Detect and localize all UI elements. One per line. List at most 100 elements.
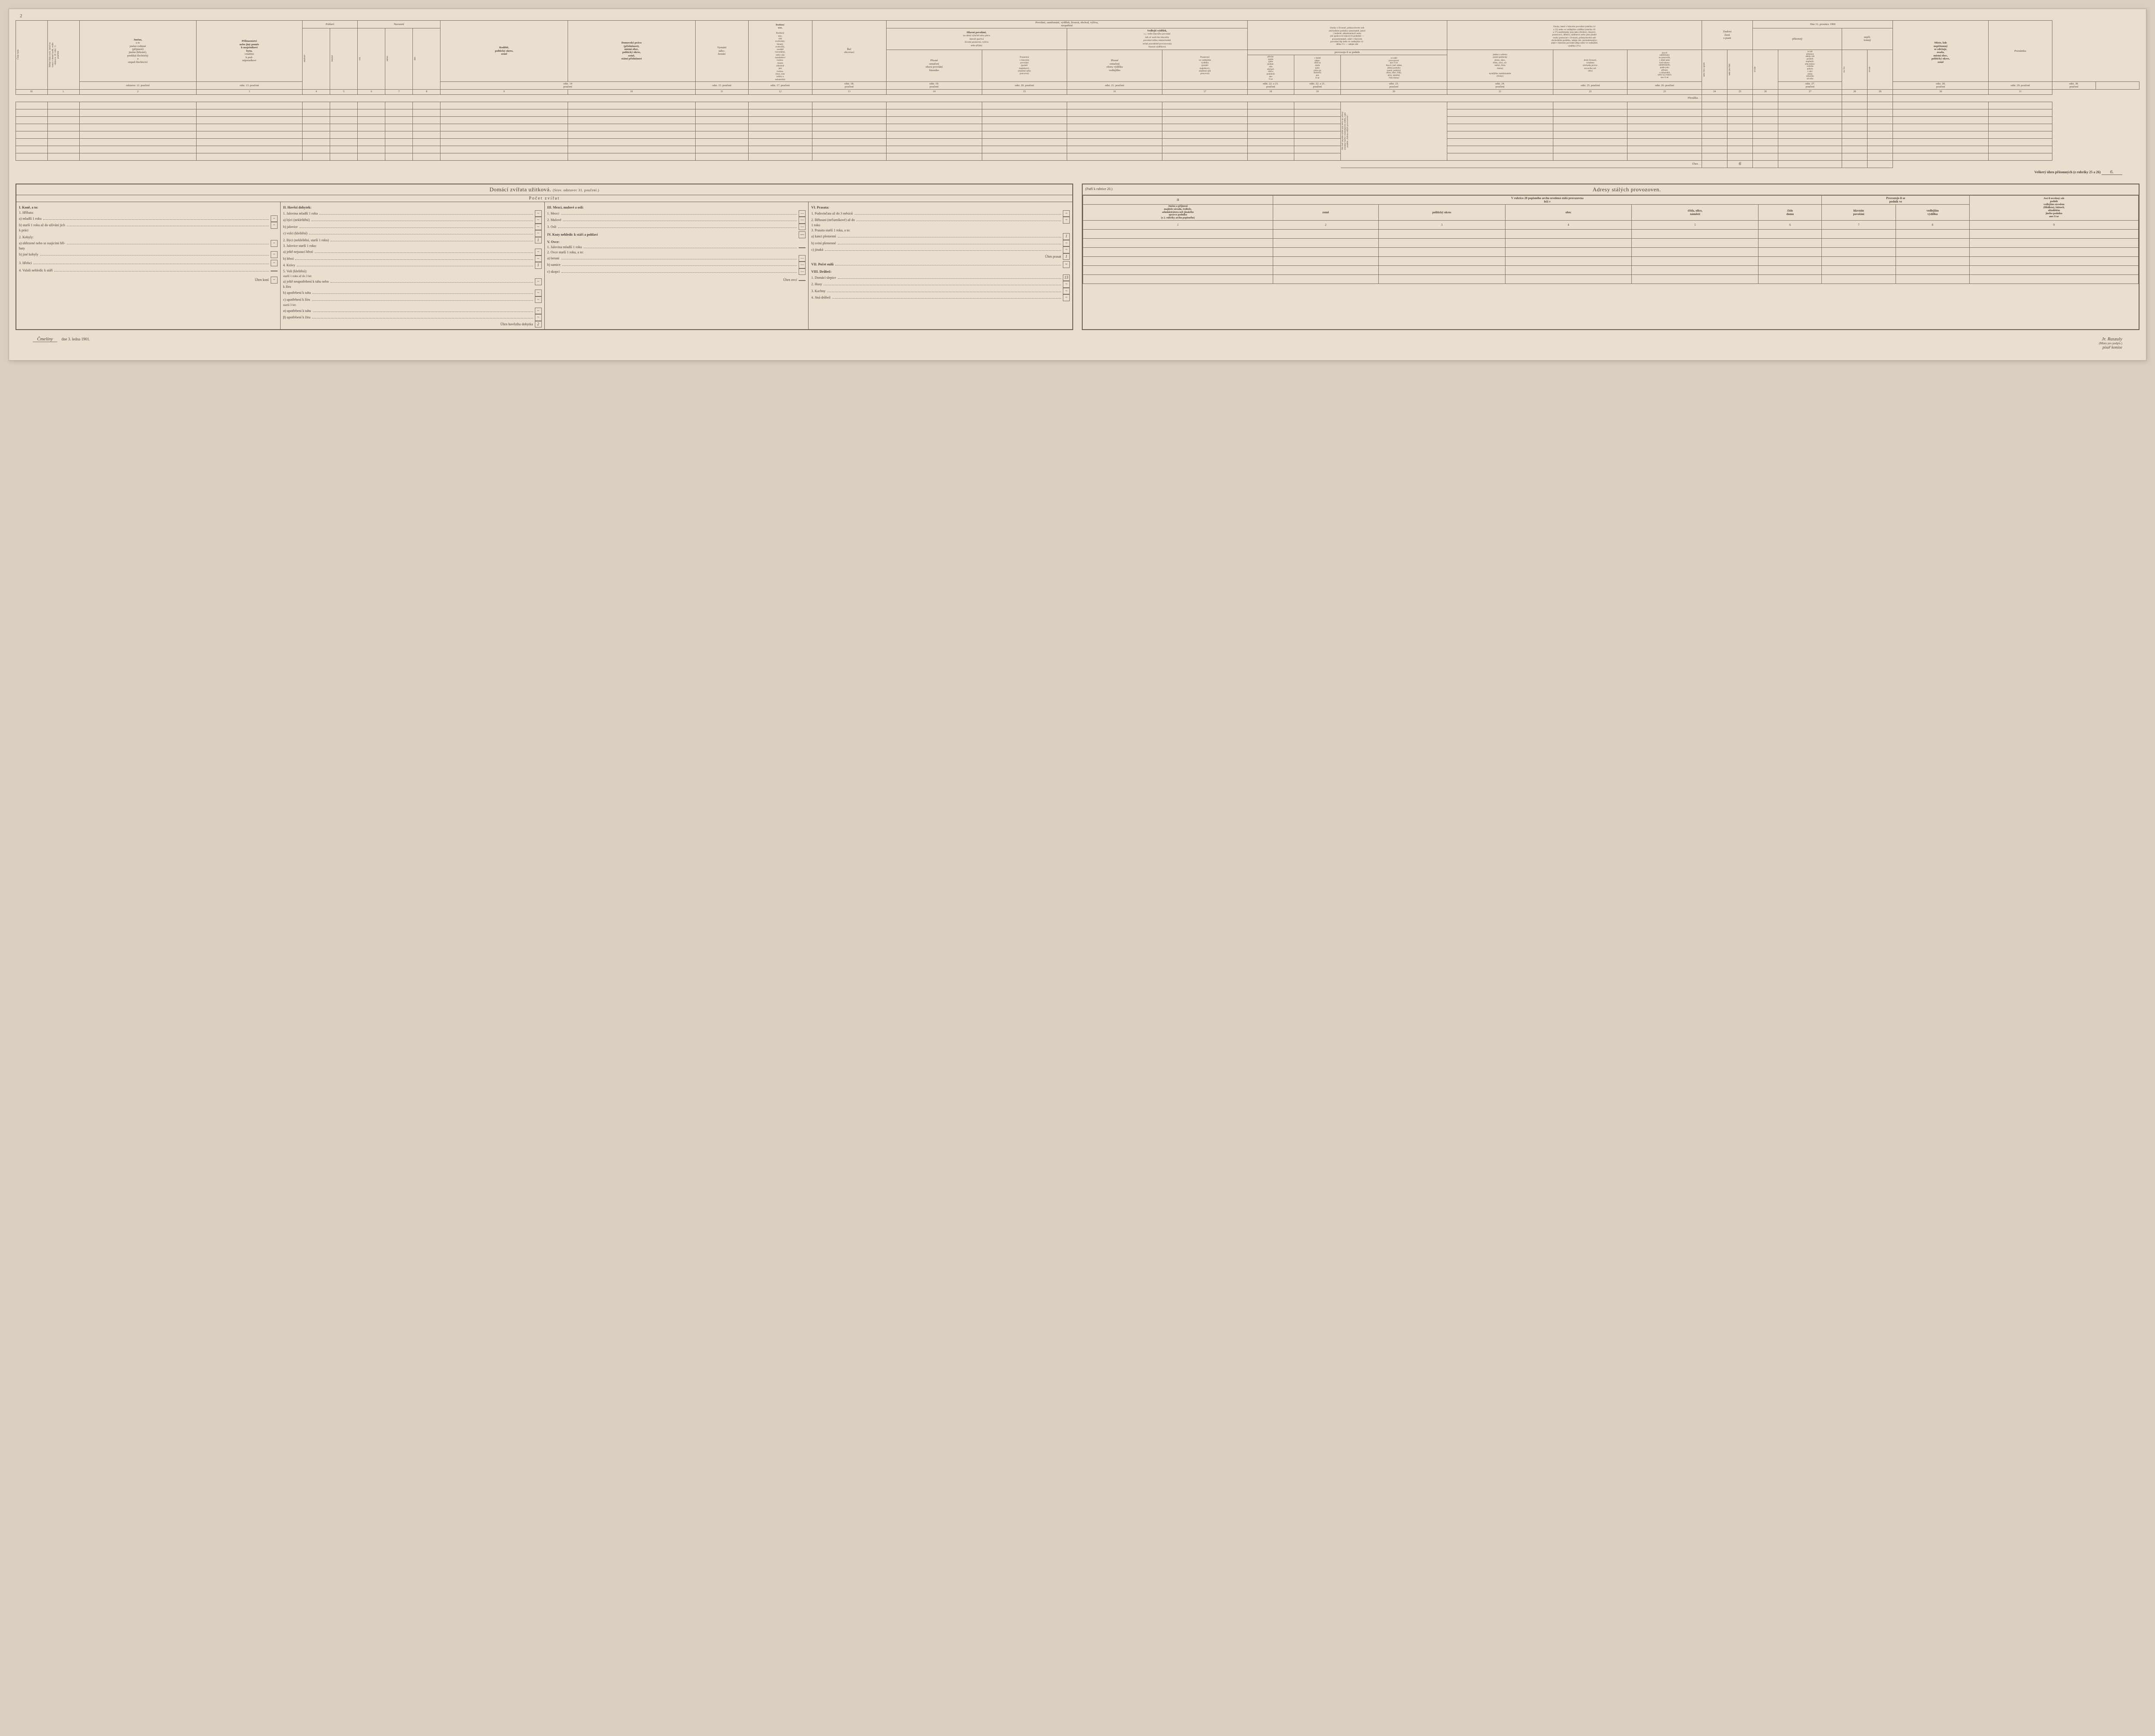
col-ref [1162, 81, 1247, 89]
col-header: Místo, kde nepřítomný se zdržuje, osada,… [1893, 21, 1989, 82]
livestock-col-cattle: II. Hovězí dobytek: 1. Jalovina mladší 1… [281, 202, 545, 330]
col-ref: odst. 13. poučení [196, 81, 302, 89]
table-row [16, 153, 2139, 160]
col-header: Poznámka [1988, 21, 2052, 82]
sum-row: Úhrn . . 6 [16, 160, 2139, 168]
livestock-subtitle: Počet zvířat [16, 195, 1072, 202]
col-ref: odst. 28. poučení [1893, 81, 1989, 89]
col-header: přechá- zením (jako podom- ním obchod- n… [1247, 55, 1294, 81]
addresses-panel: (Patří k rubrice 20.) Adresy stálých pro… [1082, 184, 2139, 330]
column-numbers-row: 12 34 56 78 9 [1083, 221, 2139, 230]
census-main-table: Číslo bytu Běžné číslo osob, které ku ko… [16, 20, 2139, 168]
col-header: Vedlejší výdělek, t. j. vedle hlavního p… [1067, 28, 1247, 50]
col-header: Povolání, zaměstnání, výdělek, živnost, … [886, 21, 1247, 28]
livestock-col-pigs-poultry: VI. Prasata: 1. Podsvinčata až do 3 měsí… [809, 202, 1072, 330]
table-row [1083, 230, 2139, 239]
col-header: trvale [1754, 56, 1756, 82]
col-header: Přesné označení oboru povolání hlavního [886, 50, 982, 81]
col-header: Vyznání nábo- ženské [695, 21, 748, 82]
col-header: Pohlaví [303, 21, 358, 28]
col-header: V rubrice 20 popisného archu uvedená stá… [1273, 195, 1821, 204]
col-header: Přesné označení oboru výdělku vedlejšího [1067, 50, 1162, 81]
col-header: den [414, 46, 416, 72]
table-row [1083, 266, 2139, 275]
col-header: v domě zákaz- níků na mzdu (jako práce p… [1294, 55, 1340, 81]
col-header: Postavení v hlavním povolání (poměr maje… [982, 50, 1067, 81]
column-numbers-row: Sl.1. 23 45 678 910 111213 1415 1617 181… [16, 89, 2139, 94]
col-ref: odst. 15. poučení [695, 81, 748, 89]
col-header: jsou-li zaměstnány na pracovišti, v díln… [1627, 50, 1702, 81]
col-ref: odst. 27. poučení [1778, 81, 1842, 89]
livestock-col-horses: I. Koně, a to: 1. Hříbata: a) mladší 1 r… [16, 202, 281, 330]
col-header: trvalé přítomní udejte zde počátek nepře… [1778, 50, 1842, 81]
footer: Čmelíny dne 3. ledna 1901. Jr. Raszuly (… [16, 337, 2139, 349]
livestock-title: Domácí zvířata užitková. (Srov. odstavec… [16, 184, 1072, 195]
col-ref: odst. 22. a 21. poučení [1247, 81, 1294, 89]
col-header: Hlavní povolání, na němž výlučně nebo př… [886, 28, 1067, 50]
addresses-table: či V rubrice 20 popisného archu uvedená … [1083, 195, 2139, 284]
col-header: Rodiště, politický okres, země [440, 21, 568, 82]
col-header: měsíc [386, 46, 389, 72]
col-ref: odst. 21. poučení [1067, 81, 1162, 89]
col-header: mužské [303, 46, 306, 72]
col-header: Domovské právo (příslušnost), místní obe… [568, 21, 695, 82]
col-ref: odst. 17. poučení [748, 81, 812, 89]
page-number: 2 [16, 13, 2139, 19]
col-ref: odst. 23. poučení [1341, 81, 1447, 89]
col-header: Osoby v živnosti, průmyslovém neb obchod… [1247, 21, 1447, 50]
table-row [16, 109, 2139, 116]
col-header: umí číst a psáti [1703, 56, 1705, 82]
col-header: Příbuzenství nebo jiný poměr k majetníko… [196, 21, 302, 82]
col-header: Narození [358, 21, 440, 28]
col-ref: odst. 30. poučení [2052, 81, 2096, 89]
col-ref: odst. 24. poučení [1447, 81, 1553, 89]
col-header: provozuje-li se podnik [1247, 50, 1447, 55]
table-row [16, 131, 2139, 138]
col-ref: odst. 19. poučení [886, 81, 982, 89]
col-header: jméno a adresu (zemi politický okres, ob… [1447, 50, 1553, 81]
table-row [16, 124, 2139, 131]
table-row [16, 146, 2139, 153]
grand-total-line: Veškerý úhrn přítomných (z rubriky 25 a … [16, 168, 2139, 176]
col-header: ženské [331, 46, 334, 72]
livestock-panel: Domácí zvířata užitková. (Srov. odstavec… [16, 184, 1073, 330]
table-row [1083, 248, 2139, 257]
col-header: Běžné číslo osob, které ku konci v domě … [49, 42, 59, 68]
col-ref: odst. 20. poučení [982, 81, 1067, 89]
col-header: obec [1505, 204, 1632, 220]
col-header: Znalost čtení a psaní [1702, 21, 1752, 50]
addresses-title: Adresy stálých provozoven. [1115, 184, 2139, 195]
col-header: nepří- tomný [1842, 28, 1893, 50]
col-header: politický okres [1378, 204, 1505, 220]
col-ref: odst. 25. poučení [1553, 81, 1627, 89]
col-header: na čas [1843, 56, 1846, 82]
col-header: Rodinnýstav, Rodinný stav, zda svobodný,… [748, 21, 812, 82]
col-ref: odstavec 12. poučení [79, 81, 196, 89]
col-header: rok [359, 46, 361, 72]
col-ref: odst. 22. a 21. poučení [1294, 81, 1340, 89]
livestock-col-other: III. Mezci, mulové a osli: 1. Mezci— 2. … [545, 202, 809, 330]
col-header: ve stálé provozovně ano či ne Ano-li, bu… [1341, 55, 1447, 81]
col-header: či [1083, 195, 1273, 204]
col-header: vedlejším výdělku [1896, 204, 1969, 220]
col-header: Jméno a příjmení majitele závodu, ředite… [1083, 204, 1273, 220]
table-row [1083, 275, 2139, 284]
side-note: Zde buď napsáno toliko ano nebo ne; adre… [1342, 109, 1349, 153]
col-header: druh živnosti, vztažmo obchodu provo- zo… [1553, 50, 1627, 81]
table-row [1083, 239, 2139, 248]
table-row [16, 116, 2139, 124]
footer-signature: Jr. Raszuly (Místo pro podpis.) písař ko… [2099, 337, 2122, 349]
col-ref [2096, 81, 2139, 89]
col-header: trvale [1868, 56, 1871, 82]
col-header: číslo domu [1758, 204, 1822, 220]
table-row [1083, 257, 2139, 266]
col-header: země [1273, 204, 1378, 220]
col-header: třída, ulice, náměstí [1632, 204, 1758, 220]
col-ref: odst. 29. poučení [1988, 81, 2052, 89]
carry-over-row: Přenáška . . [16, 94, 2139, 102]
col-header: umí jen čísti [1728, 56, 1731, 82]
col-header: Dne 31. prosince 1900 [1753, 21, 1893, 28]
col-header: Řeč obcovací [812, 21, 886, 82]
col-header: Číslo bytu [17, 42, 19, 68]
addresses-note: (Patří k rubrice 20.) [1083, 184, 1115, 195]
